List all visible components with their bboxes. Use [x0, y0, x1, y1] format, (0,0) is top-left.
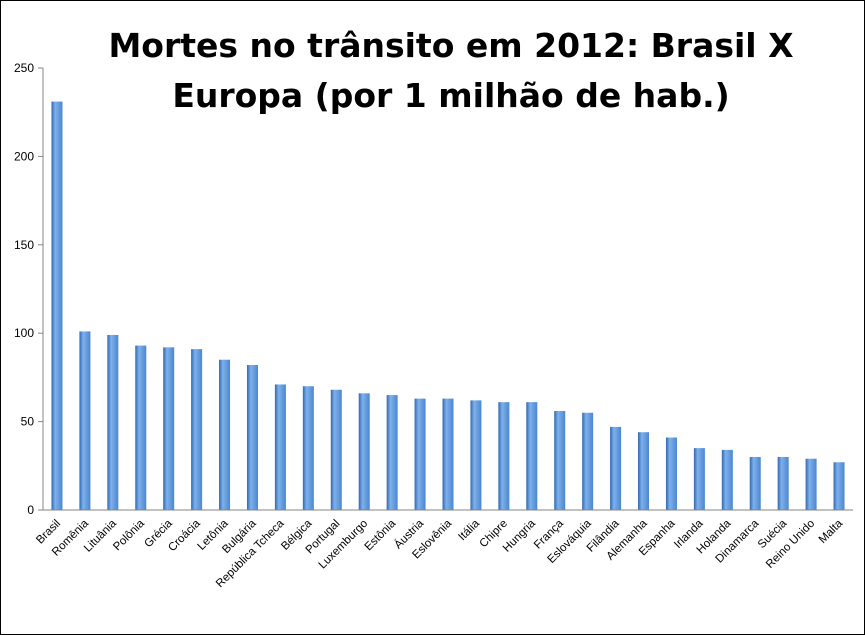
y-tick-label-2: 100: [14, 326, 34, 340]
bar-21: [638, 432, 650, 510]
bar-25: [749, 456, 761, 510]
bar-18: [554, 410, 566, 510]
bars-group: [51, 101, 845, 510]
chart-title: Mortes no trânsito em 2012: Brasil X Eur…: [91, 21, 811, 121]
bar-27: [805, 458, 817, 510]
bar-6: [219, 359, 231, 510]
bar-11: [358, 393, 370, 510]
bar-9: [302, 386, 314, 510]
x-axis-labels: BrasilRomêniaLituâniaPolôniaGréciaCroáci…: [34, 517, 845, 591]
bar-1: [79, 331, 91, 510]
y-tick-label-1: 50: [21, 415, 35, 429]
bar-23: [693, 448, 705, 510]
y-tick-label-5: 250: [14, 61, 34, 75]
bar-22: [665, 437, 677, 510]
bar-5: [191, 349, 203, 510]
bar-20: [610, 426, 622, 510]
bar-4: [163, 347, 175, 510]
y-tick-label-4: 200: [14, 149, 34, 163]
chart-title-line-2: Europa (por 1 milhão de hab.): [172, 76, 730, 115]
bar-16: [498, 402, 510, 510]
bar-26: [777, 456, 789, 510]
bar-10: [330, 389, 342, 510]
bar-3: [135, 345, 147, 510]
chart-title-line-1: Mortes no trânsito em 2012: Brasil X: [108, 26, 794, 65]
x-tick-label-3: Polônia: [111, 517, 147, 553]
axes-group: [42, 68, 853, 511]
x-tick-label-28: Malta: [817, 517, 846, 546]
bar-19: [582, 412, 594, 510]
bar-28: [833, 462, 845, 510]
bar-2: [107, 334, 119, 510]
bar-14: [442, 398, 454, 510]
y-tick-label-3: 150: [14, 238, 34, 252]
bar-7: [246, 365, 258, 510]
bar-15: [470, 400, 482, 510]
bar-12: [386, 395, 398, 510]
bar-24: [721, 449, 733, 510]
y-tick-label-0: 0: [27, 503, 34, 517]
x-tick-label-5: Croácia: [166, 517, 203, 554]
y-axis-ticks: 0 50 100 150 200 250: [14, 61, 43, 517]
bar-17: [526, 402, 538, 510]
bar-8: [274, 384, 286, 510]
bar-0: [51, 101, 63, 510]
x-tick-label-12: Estônia: [363, 517, 399, 553]
bar-13: [414, 398, 426, 510]
